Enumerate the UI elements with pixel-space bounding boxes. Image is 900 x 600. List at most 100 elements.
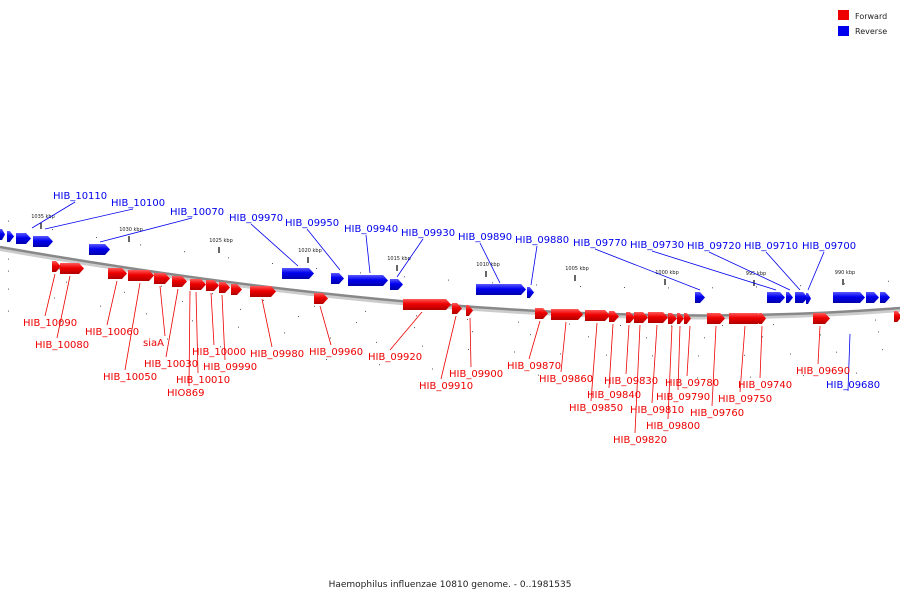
gene-label-hib-10110[interactable]: HIB_10110 (53, 191, 107, 202)
gene-label-hib-09820[interactable]: HIB_09820 (613, 435, 667, 446)
reverse-gene-arrow[interactable] (695, 292, 705, 303)
gene-label-hib-09890[interactable]: HIB_09890 (458, 232, 512, 243)
forward-gene-arrow[interactable] (729, 313, 763, 324)
gene-label-hib-09730[interactable]: HIB_09730 (630, 240, 684, 251)
gene-label-hib-09950[interactable]: HIB_09950 (285, 218, 339, 229)
forward-gene-arrow[interactable] (677, 313, 684, 324)
gene-label-hib-09750[interactable]: HIB_09750 (718, 394, 772, 405)
label-connector-hib-09870 (528, 320, 541, 360)
gene-label-hib-10060[interactable]: HIB_10060 (85, 327, 139, 338)
reverse-gene-arrow[interactable] (880, 292, 890, 303)
label-connector-hib-10060 (106, 280, 118, 326)
label-connector-hib-09820 (634, 324, 641, 434)
gene-label-hib-09970[interactable]: HIB_09970 (229, 213, 283, 224)
track-dot (228, 257, 229, 259)
gene-label-hib-10030[interactable]: HIB_10030 (144, 359, 198, 370)
reverse-gene-arrow[interactable] (7, 231, 14, 242)
reverse-gene-arrow[interactable] (16, 233, 31, 244)
gene-label-hib-09860[interactable]: HIB_09860 (539, 374, 593, 385)
gene-label-hib-09770[interactable]: HIB_09770 (573, 238, 627, 249)
reverse-gene-arrow[interactable] (331, 273, 344, 284)
forward-gene-arrow[interactable] (52, 261, 61, 272)
forward-gene-arrow[interactable] (551, 309, 583, 320)
forward-gene-arrow[interactable] (634, 312, 648, 323)
gene-label-hib-10070[interactable]: HIB_10070 (170, 207, 224, 218)
gene-label-hib-09740[interactable]: HIB_09740 (738, 380, 792, 391)
forward-gene-arrow[interactable] (759, 313, 766, 324)
gene-label-hib-09900[interactable]: HIB_09900 (449, 369, 503, 380)
gene-label-hib-09680[interactable]: HIB_09680 (826, 380, 880, 391)
gene-label-siaa[interactable]: siaA (143, 338, 164, 349)
gene-label-hib-10090[interactable]: HIB_10090 (23, 318, 77, 329)
forward-gene-arrow[interactable] (172, 276, 187, 287)
forward-gene-arrow[interactable] (609, 311, 619, 322)
track-dot (272, 263, 273, 264)
reverse-gene-arrow[interactable] (527, 287, 534, 298)
gene-label-hib-09830[interactable]: HIB_09830 (604, 376, 658, 387)
gene-label-hib-09920[interactable]: HIB_09920 (368, 352, 422, 363)
forward-gene-arrow[interactable] (403, 299, 451, 310)
gene-label-hio869[interactable]: HIO869 (167, 388, 204, 399)
gene-label-hib-09880[interactable]: HIB_09880 (515, 235, 569, 246)
gene-label-hib-09980[interactable]: HIB_09980 (250, 349, 304, 360)
gene-label-hib-09990[interactable]: HIB_09990 (203, 362, 257, 373)
forward-gene-arrow[interactable] (684, 313, 691, 324)
gene-label-hib-09780[interactable]: HIB_09780 (665, 378, 719, 389)
axis-tick-label: 1010 kbp (476, 262, 500, 268)
gene-label-hib-09790[interactable]: HIB_09790 (656, 392, 710, 403)
forward-gene-arrow[interactable] (668, 313, 677, 324)
gene-label-hib-09870[interactable]: HIB_09870 (507, 361, 561, 372)
forward-gene-arrow[interactable] (250, 286, 276, 297)
forward-gene-arrow[interactable] (314, 293, 328, 304)
gene-label-hib-09710[interactable]: HIB_09710 (744, 241, 798, 252)
forward-gene-arrow[interactable] (535, 308, 548, 319)
gene-label-hib-09940[interactable]: HIB_09940 (344, 224, 398, 235)
gene-label-hib-10010[interactable]: HIB_10010 (176, 375, 230, 386)
forward-gene-arrow[interactable] (707, 313, 725, 324)
gene-label-hib-10050[interactable]: HIB_10050 (103, 372, 157, 383)
gene-label-hib-10100[interactable]: HIB_10100 (111, 198, 165, 209)
reverse-gene-arrow[interactable] (767, 292, 785, 303)
gene-label-hib-09690[interactable]: HIB_09690 (796, 366, 850, 377)
forward-gene-arrow[interactable] (894, 311, 900, 322)
gene-label-hib-09700[interactable]: HIB_09700 (802, 241, 856, 252)
forward-gene-arrow[interactable] (466, 305, 473, 316)
forward-gene-arrow[interactable] (231, 284, 242, 295)
reverse-gene-arrow[interactable] (89, 244, 110, 255)
forward-gene-arrow[interactable] (154, 273, 170, 284)
forward-gene-arrow[interactable] (626, 312, 635, 323)
reverse-gene-arrow[interactable] (806, 293, 811, 304)
reverse-gene-arrow[interactable] (348, 275, 388, 286)
gene-label-hib-09850[interactable]: HIB_09850 (569, 403, 623, 414)
reverse-gene-arrow[interactable] (282, 268, 314, 279)
gene-label-hib-09720[interactable]: HIB_09720 (687, 241, 741, 252)
forward-gene-arrow[interactable] (60, 263, 84, 274)
reverse-gene-arrow[interactable] (786, 292, 793, 303)
gene-label-hib-09930[interactable]: HIB_09930 (401, 228, 455, 239)
forward-gene-arrow[interactable] (128, 270, 154, 281)
reverse-gene-arrow[interactable] (476, 284, 526, 295)
forward-gene-arrow[interactable] (190, 279, 206, 290)
forward-gene-arrow[interactable] (813, 313, 830, 324)
forward-gene-arrow[interactable] (648, 312, 668, 323)
reverse-gene-arrow[interactable] (833, 292, 865, 303)
forward-gene-arrow[interactable] (452, 303, 462, 314)
reverse-gene-arrow[interactable] (795, 292, 808, 303)
gene-label-hib-09810[interactable]: HIB_09810 (630, 405, 684, 416)
forward-gene-arrow[interactable] (206, 280, 219, 291)
gene-label-hib-09910[interactable]: HIB_09910 (419, 381, 473, 392)
gene-label-hib-10080[interactable]: HIB_10080 (35, 340, 89, 351)
reverse-gene-arrow[interactable] (33, 236, 53, 247)
gene-label-hib-09760[interactable]: HIB_09760 (690, 408, 744, 419)
reverse-gene-arrow[interactable] (0, 229, 5, 240)
reverse-gene-arrow[interactable] (390, 279, 403, 290)
forward-gene-arrow[interactable] (219, 282, 230, 293)
gene-label-hib-09840[interactable]: HIB_09840 (587, 390, 641, 401)
gene-label-hib-09960[interactable]: HIB_09960 (309, 347, 363, 358)
forward-gene-arrow[interactable] (108, 268, 127, 279)
forward-gene-arrow[interactable] (585, 310, 610, 321)
gene-label-hib-09800[interactable]: HIB_09800 (646, 421, 700, 432)
reverse-gene-arrow[interactable] (866, 292, 879, 303)
gene-label-hib-10000[interactable]: HIB_10000 (192, 347, 246, 358)
